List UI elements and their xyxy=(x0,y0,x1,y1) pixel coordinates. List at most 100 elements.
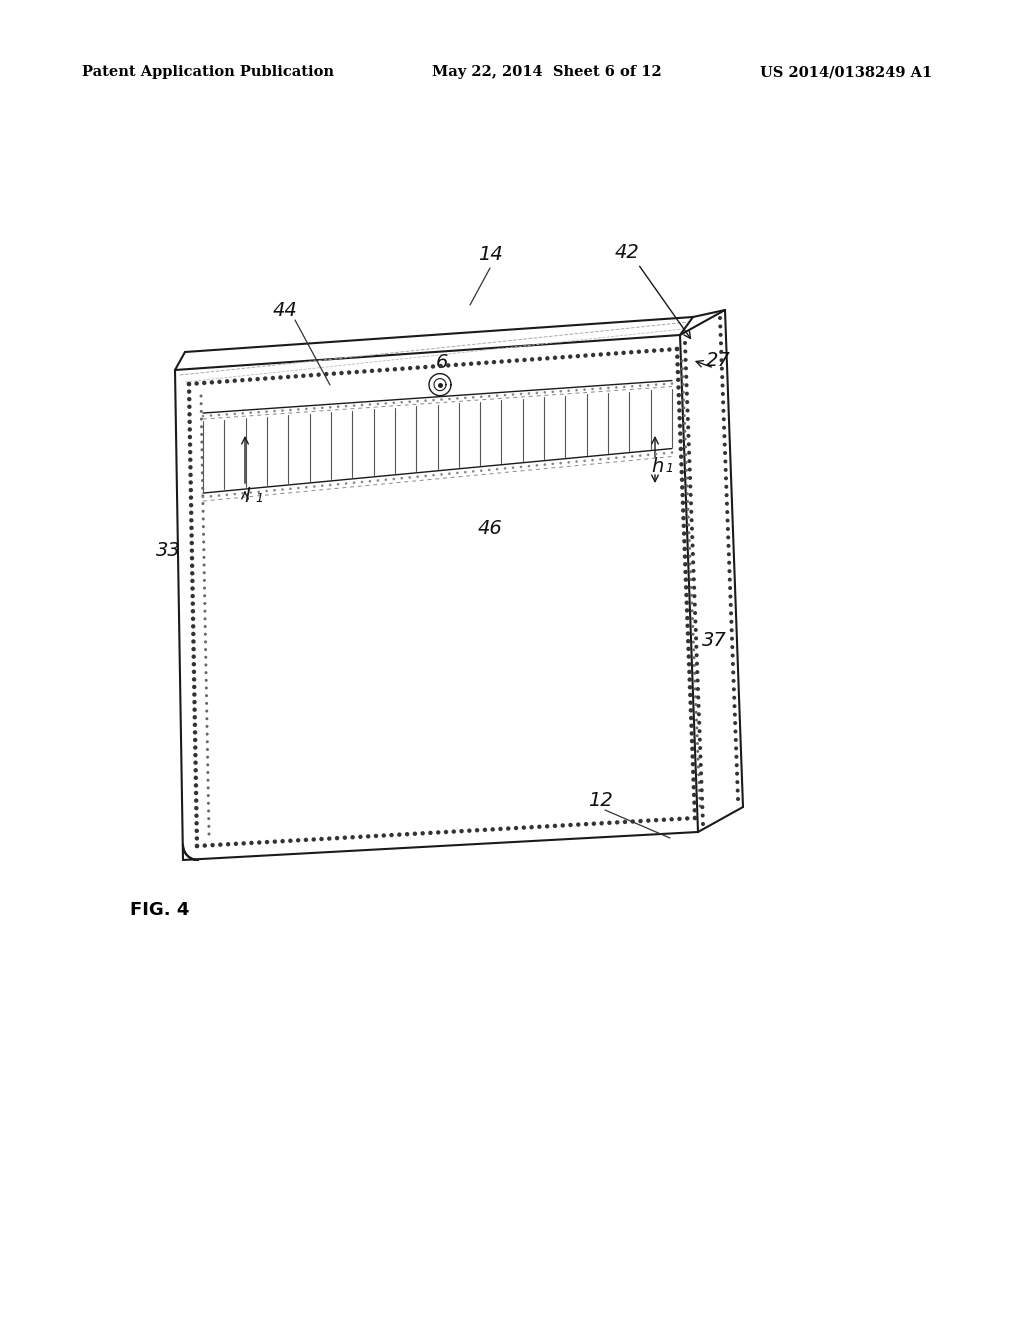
Circle shape xyxy=(639,454,641,457)
Circle shape xyxy=(279,375,283,380)
Circle shape xyxy=(369,403,372,405)
Circle shape xyxy=(692,648,695,651)
Circle shape xyxy=(683,350,687,354)
Circle shape xyxy=(683,562,687,566)
Circle shape xyxy=(721,392,725,396)
Circle shape xyxy=(226,842,230,846)
Circle shape xyxy=(195,829,199,833)
Circle shape xyxy=(688,685,692,689)
Circle shape xyxy=(686,417,690,421)
Circle shape xyxy=(436,830,440,834)
Circle shape xyxy=(684,367,688,371)
Circle shape xyxy=(188,503,194,507)
Circle shape xyxy=(210,414,212,417)
Circle shape xyxy=(265,411,268,413)
Circle shape xyxy=(695,678,699,682)
Circle shape xyxy=(263,376,267,380)
Circle shape xyxy=(370,368,374,374)
Circle shape xyxy=(552,391,554,393)
Circle shape xyxy=(684,585,688,590)
Circle shape xyxy=(467,829,471,833)
Circle shape xyxy=(316,372,321,378)
Circle shape xyxy=(722,434,726,438)
Circle shape xyxy=(584,388,586,391)
Circle shape xyxy=(200,411,203,413)
Circle shape xyxy=(382,833,386,838)
Circle shape xyxy=(469,362,473,366)
Circle shape xyxy=(201,471,204,474)
Circle shape xyxy=(409,477,411,479)
Circle shape xyxy=(350,836,355,840)
Circle shape xyxy=(727,552,731,556)
Circle shape xyxy=(257,841,261,845)
Circle shape xyxy=(553,824,557,828)
Circle shape xyxy=(210,843,215,847)
Circle shape xyxy=(692,793,696,797)
Circle shape xyxy=(692,656,695,659)
Circle shape xyxy=(691,770,695,774)
Circle shape xyxy=(631,385,634,388)
Circle shape xyxy=(691,777,695,781)
Circle shape xyxy=(496,467,499,470)
Circle shape xyxy=(724,484,728,488)
Circle shape xyxy=(584,354,588,358)
Circle shape xyxy=(679,446,683,451)
Circle shape xyxy=(692,800,696,805)
Circle shape xyxy=(492,360,497,364)
Circle shape xyxy=(690,544,694,548)
Circle shape xyxy=(683,554,687,558)
Circle shape xyxy=(729,611,733,615)
Circle shape xyxy=(194,799,199,803)
Circle shape xyxy=(186,381,191,387)
Circle shape xyxy=(190,602,195,606)
Circle shape xyxy=(206,755,209,759)
Circle shape xyxy=(629,350,634,355)
Circle shape xyxy=(476,360,481,366)
Circle shape xyxy=(456,471,459,474)
Text: US 2014/0138249 A1: US 2014/0138249 A1 xyxy=(760,65,932,79)
Circle shape xyxy=(233,842,239,846)
Circle shape xyxy=(687,677,692,682)
Circle shape xyxy=(424,475,427,478)
Circle shape xyxy=(687,516,690,519)
Circle shape xyxy=(654,453,657,455)
Circle shape xyxy=(281,840,285,843)
Circle shape xyxy=(187,389,191,393)
Circle shape xyxy=(685,408,689,413)
Circle shape xyxy=(195,813,199,818)
Circle shape xyxy=(691,785,696,789)
Circle shape xyxy=(697,721,701,725)
Circle shape xyxy=(206,717,209,721)
Circle shape xyxy=(189,556,195,561)
Circle shape xyxy=(217,494,220,496)
Circle shape xyxy=(676,370,680,375)
Circle shape xyxy=(188,473,193,477)
Circle shape xyxy=(201,455,204,459)
Circle shape xyxy=(599,387,602,389)
Circle shape xyxy=(654,818,658,822)
Circle shape xyxy=(217,413,220,416)
Circle shape xyxy=(687,531,690,535)
Circle shape xyxy=(191,632,196,636)
Circle shape xyxy=(683,414,686,417)
Circle shape xyxy=(694,696,697,698)
Circle shape xyxy=(204,610,207,612)
Circle shape xyxy=(187,428,191,432)
Circle shape xyxy=(723,459,727,463)
Circle shape xyxy=(735,780,739,784)
Circle shape xyxy=(189,541,194,545)
Circle shape xyxy=(568,822,572,828)
Circle shape xyxy=(204,640,207,643)
Circle shape xyxy=(487,395,490,397)
Circle shape xyxy=(687,459,691,463)
Circle shape xyxy=(685,816,689,821)
Circle shape xyxy=(544,463,546,466)
Circle shape xyxy=(689,502,693,506)
Circle shape xyxy=(693,680,696,682)
Circle shape xyxy=(204,656,207,659)
Circle shape xyxy=(684,453,687,457)
Circle shape xyxy=(695,671,699,675)
Circle shape xyxy=(201,441,204,444)
Circle shape xyxy=(559,389,562,392)
Circle shape xyxy=(242,412,244,414)
